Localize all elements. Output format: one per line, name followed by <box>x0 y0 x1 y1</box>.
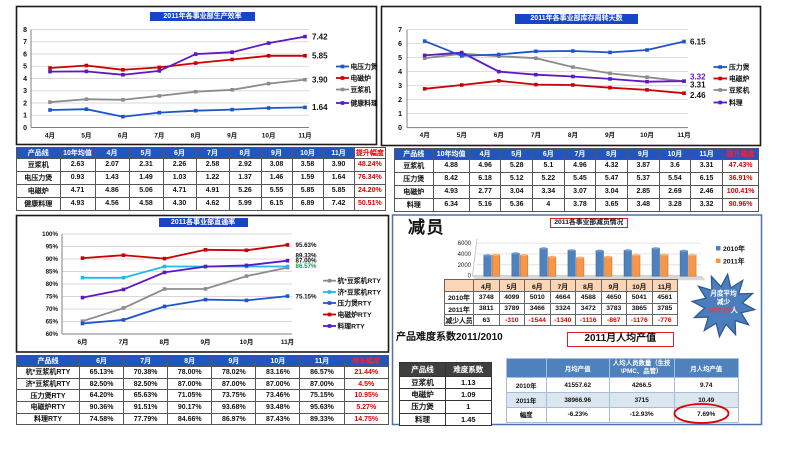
svg-text:70%: 70% <box>46 306 59 313</box>
svg-text:8月: 8月 <box>568 131 578 139</box>
svg-text:6: 6 <box>398 41 402 48</box>
svg-text:3.90: 3.90 <box>312 76 328 85</box>
svg-text:11月: 11月 <box>298 132 311 140</box>
svg-text:4月: 4月 <box>45 132 55 140</box>
svg-text:7.42: 7.42 <box>312 32 328 41</box>
svg-text:1.64: 1.64 <box>312 103 328 112</box>
svg-text:8: 8 <box>23 27 27 34</box>
svg-text:85%: 85% <box>46 269 59 276</box>
svg-text:2.46: 2.46 <box>690 91 706 100</box>
svg-text:0: 0 <box>23 125 27 132</box>
svg-text:电磁炉: 电磁炉 <box>729 74 750 83</box>
svg-text:95%: 95% <box>46 244 59 251</box>
svg-text:7月: 7月 <box>118 338 128 346</box>
svg-text:5月: 5月 <box>457 131 467 139</box>
svg-text:10月: 10月 <box>240 338 254 346</box>
svg-text:9月: 9月 <box>605 131 615 139</box>
svg-text:电压力煲: 电压力煲 <box>351 62 378 71</box>
svg-text:济*豆浆机RTY: 济*豆浆机RTY <box>338 287 382 296</box>
svg-text:65%: 65% <box>46 319 59 326</box>
svg-text:80%: 80% <box>46 281 59 288</box>
svg-text:60%: 60% <box>46 331 59 338</box>
svg-text:6.15: 6.15 <box>690 37 706 46</box>
svg-text:11月: 11月 <box>281 338 294 346</box>
svg-text:75.15%: 75.15% <box>296 294 317 301</box>
svg-text:5月: 5月 <box>81 132 91 140</box>
svg-text:健康料理: 健康料理 <box>351 98 378 107</box>
svg-text:2000: 2000 <box>458 263 472 269</box>
svg-text:2010年: 2010年 <box>723 244 745 253</box>
svg-text:豆浆机: 豆浆机 <box>351 85 372 94</box>
svg-text:7: 7 <box>398 27 402 34</box>
svg-text:6000: 6000 <box>458 241 472 247</box>
svg-text:4000: 4000 <box>458 252 472 258</box>
svg-text:4: 4 <box>23 76 27 83</box>
svg-text:75%: 75% <box>46 294 59 301</box>
svg-text:1: 1 <box>398 111 402 118</box>
svg-text:月度平均: 月度平均 <box>709 289 737 298</box>
svg-text:9月: 9月 <box>227 132 237 140</box>
svg-text:3.31: 3.31 <box>690 81 706 90</box>
svg-text:883.25人: 883.25人 <box>709 306 738 315</box>
svg-text:压力煲RTY: 压力煲RTY <box>338 298 372 307</box>
svg-text:1: 1 <box>23 113 27 120</box>
svg-text:4: 4 <box>398 69 402 76</box>
svg-text:3.32: 3.32 <box>690 73 706 82</box>
svg-text:5.85: 5.85 <box>312 52 328 61</box>
svg-text:2011年: 2011年 <box>723 257 745 266</box>
svg-text:100%: 100% <box>42 231 58 238</box>
svg-text:2: 2 <box>398 97 402 104</box>
svg-text:9月: 9月 <box>200 338 210 346</box>
svg-text:料理: 料理 <box>729 98 743 107</box>
svg-text:10月: 10月 <box>262 132 276 140</box>
svg-text:压力煲: 压力煲 <box>729 62 750 71</box>
svg-text:5: 5 <box>398 55 402 62</box>
svg-text:86.57%: 86.57% <box>296 263 317 270</box>
svg-text:3: 3 <box>23 88 27 95</box>
svg-text:0: 0 <box>468 274 472 280</box>
svg-text:电磁炉: 电磁炉 <box>351 73 372 82</box>
svg-text:料理RTY: 料理RTY <box>338 321 366 330</box>
svg-text:7月: 7月 <box>531 131 541 139</box>
svg-text:豆浆机: 豆浆机 <box>729 85 750 94</box>
svg-text:7月: 7月 <box>154 132 164 140</box>
svg-text:6月: 6月 <box>118 132 128 140</box>
svg-text:减少: 减少 <box>717 297 731 306</box>
svg-text:4月: 4月 <box>420 131 430 139</box>
svg-text:89.33%: 89.33% <box>296 253 317 260</box>
svg-text:90%: 90% <box>46 256 59 263</box>
svg-text:6月: 6月 <box>494 131 504 139</box>
svg-text:0: 0 <box>398 125 402 132</box>
svg-text:2: 2 <box>23 100 27 107</box>
svg-text:6: 6 <box>23 51 27 58</box>
svg-text:95.63%: 95.63% <box>296 242 317 249</box>
svg-text:杭*豆浆机RTY: 杭*豆浆机RTY <box>338 276 382 285</box>
svg-text:8月: 8月 <box>159 338 169 346</box>
svg-text:7: 7 <box>23 39 27 46</box>
svg-text:电磁炉RTY: 电磁炉RTY <box>338 310 372 319</box>
svg-text:6月: 6月 <box>77 338 87 346</box>
svg-text:3: 3 <box>398 83 402 90</box>
svg-text:8月: 8月 <box>191 132 201 140</box>
svg-text:87.00%: 87.00% <box>296 258 317 265</box>
svg-text:5: 5 <box>23 64 27 71</box>
svg-text:10月: 10月 <box>640 131 654 139</box>
svg-text:11月: 11月 <box>677 131 690 139</box>
